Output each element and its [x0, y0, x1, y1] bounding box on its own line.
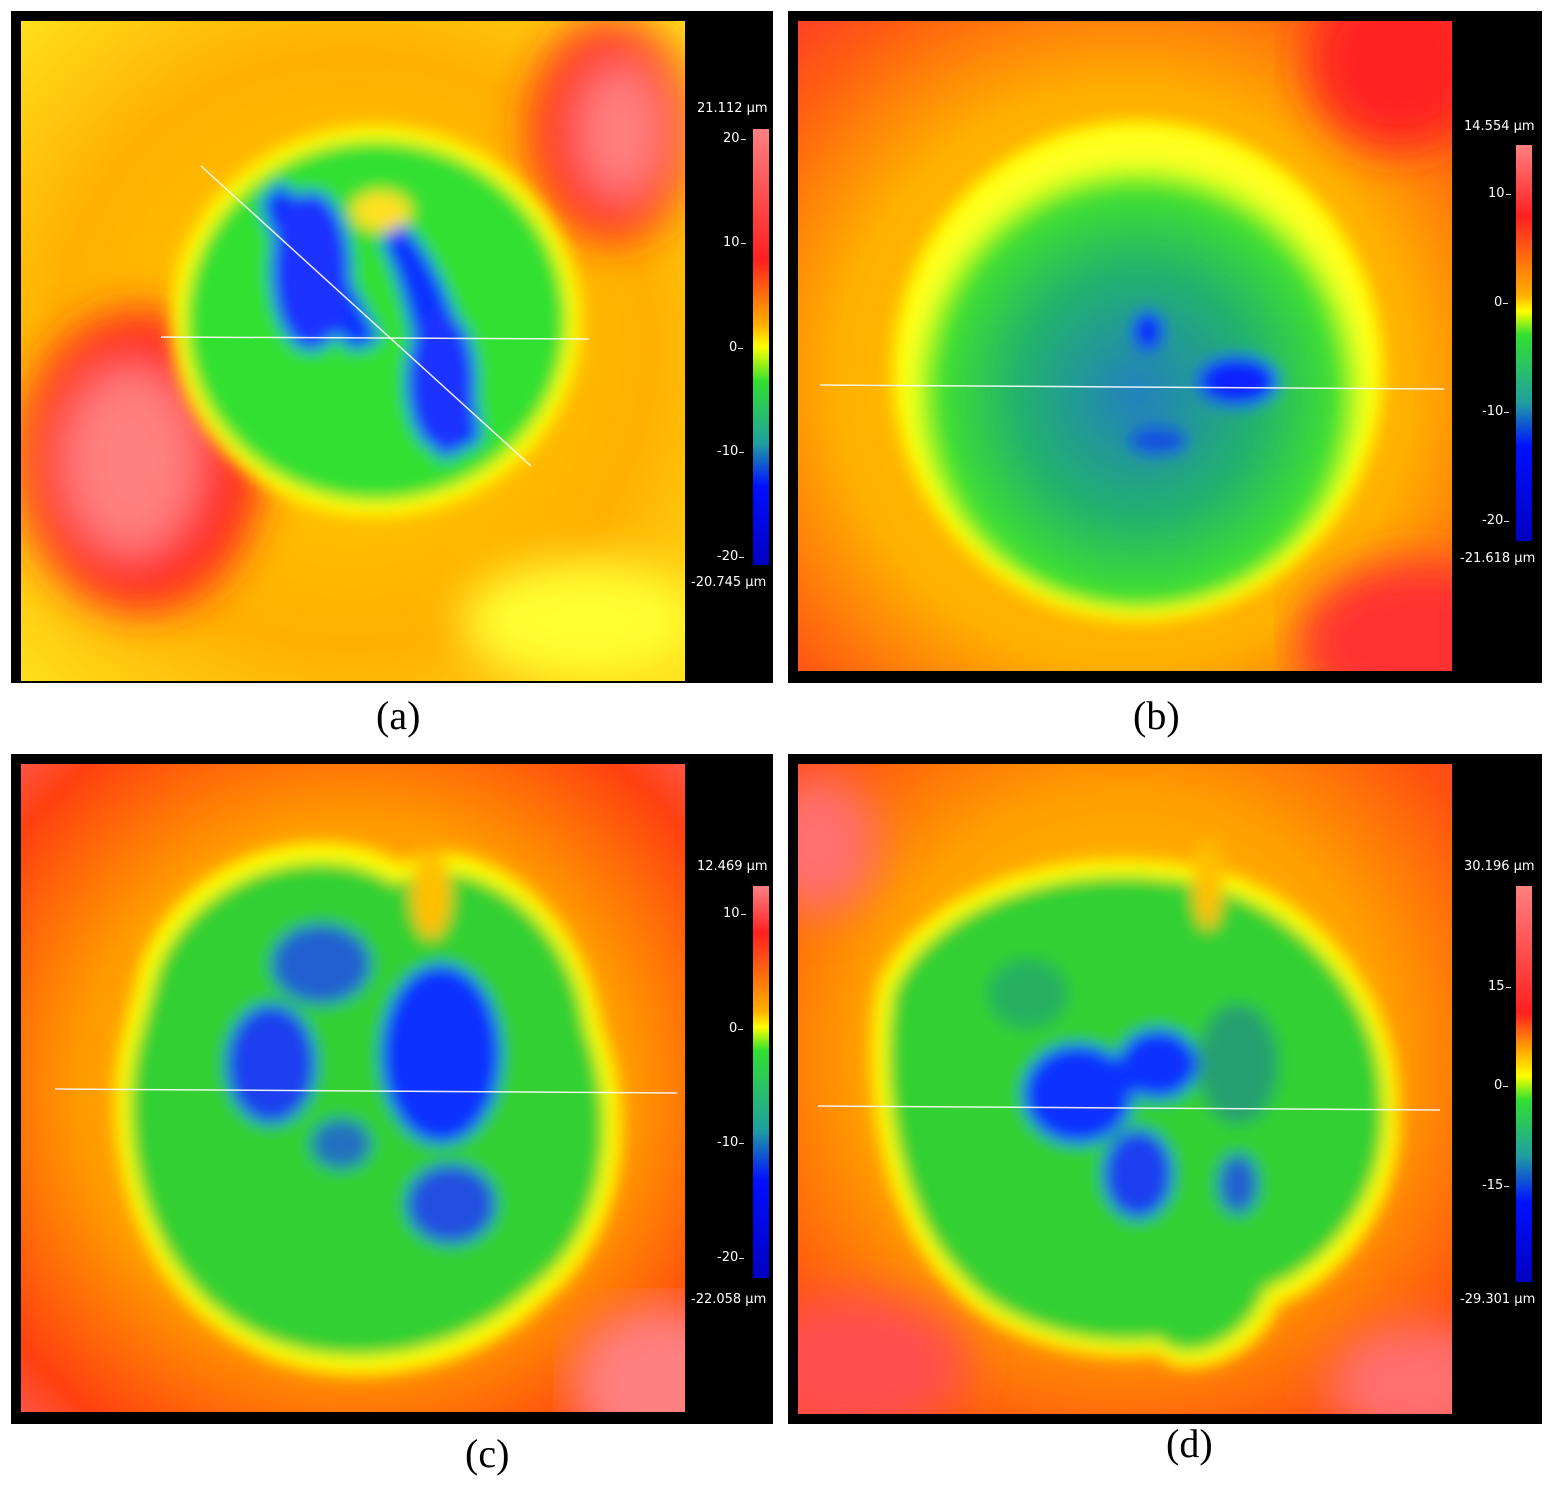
height-map-b [798, 21, 1452, 671]
colorbar-tick: -20 [1482, 513, 1510, 528]
height-map-c [21, 764, 685, 1412]
height-map-a [21, 21, 685, 681]
colorbar-min-label: -22.058 µm [691, 1292, 767, 1307]
colorbar-tick: 0 [729, 1021, 744, 1036]
panel-b: 14.554 µm 10 0 -10 -20 -21.618 µm [788, 11, 1542, 683]
colorbar-min-label: -20.745 µm [691, 575, 767, 590]
colorbar-min-label: -21.618 µm [1460, 551, 1536, 566]
caption-a: (a) [376, 693, 421, 738]
colorbar-max-label: 30.196 µm [1464, 859, 1535, 874]
colorbar-tick: 10 [723, 906, 745, 921]
colorbar-max-label: 21.112 µm [697, 101, 768, 116]
colorbar-tick: 15 [1488, 979, 1510, 994]
colorbar-tick: 10 [1488, 186, 1510, 201]
caption-b: (b) [1133, 693, 1180, 738]
colorbar-tick: -15 [1482, 1178, 1510, 1193]
colorbar-tick: -10 [717, 444, 745, 459]
colorbar-tick: -20 [717, 549, 745, 564]
colorbar [1516, 886, 1532, 1282]
colorbar-min-label: -29.301 µm [1460, 1292, 1536, 1307]
caption-d: (d) [1166, 1421, 1213, 1466]
height-map-d [798, 764, 1452, 1414]
colorbar-tick: 0 [1494, 1078, 1509, 1093]
colorbar [1516, 145, 1532, 541]
panel-d: 30.196 µm 15 0 -15 -29.301 µm [788, 754, 1542, 1424]
colorbar-tick: -10 [717, 1135, 745, 1150]
colorbar-tick: -10 [1482, 404, 1510, 419]
colorbar-tick: 10 [723, 235, 745, 250]
caption-c: (c) [465, 1431, 510, 1476]
colorbar-max-label: 14.554 µm [1464, 119, 1535, 134]
panel-a: 21.112 µm 20 10 0 -10 -20 -20.745 µm [11, 11, 773, 683]
panel-c: 12.469 µm 10 0 -10 -20 -22.058 µm [11, 754, 773, 1424]
colorbar-tick: -20 [717, 1250, 745, 1265]
colorbar [753, 129, 769, 565]
colorbar-tick: 0 [1494, 295, 1509, 310]
colorbar [753, 886, 769, 1278]
colorbar-tick: 0 [729, 340, 744, 355]
colorbar-max-label: 12.469 µm [697, 859, 768, 874]
colorbar-tick: 20 [723, 131, 745, 146]
